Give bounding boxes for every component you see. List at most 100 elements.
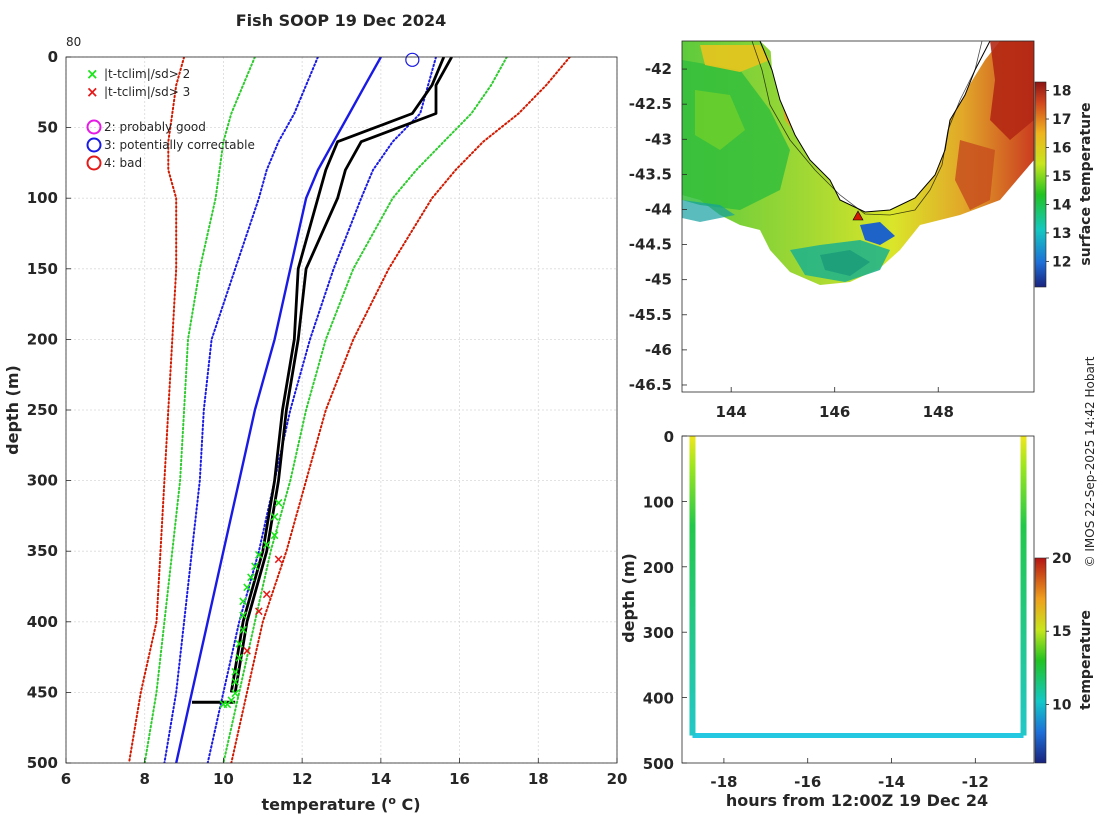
- map-y-tick-label: -44: [645, 200, 672, 218]
- series-line: [230, 57, 571, 763]
- temperature-colorbar: [1034, 557, 1047, 764]
- series-line: [128, 57, 186, 763]
- map-x-tick-label: 148: [923, 403, 954, 421]
- section-y-tick-label: 500: [643, 755, 674, 773]
- section-y-tick-label: 400: [643, 690, 674, 708]
- plot-area: [66, 57, 617, 763]
- section-colorbar-label: temperature: [1078, 610, 1094, 710]
- sd2-marker: ×: [242, 581, 253, 596]
- legend-label: |t-tclim|/sd> 3: [104, 85, 190, 99]
- legend-item-sd2: × |t-tclim|/sd> 2: [86, 65, 190, 83]
- colorbar-label: surface temperature: [1078, 102, 1094, 265]
- coastline: [759, 41, 991, 213]
- y-tick-label: 350: [27, 542, 58, 560]
- legend-item-flag2: 2: probably good: [86, 119, 206, 135]
- y-tick-label: 500: [27, 754, 58, 772]
- series-line: [233, 57, 453, 693]
- section-y-axis-label: depth (m): [619, 553, 638, 643]
- series-line: [229, 57, 446, 693]
- sst-colorbar-tick-label: 13: [1052, 226, 1071, 242]
- section-frame: [681, 435, 1035, 764]
- sst-colorbar-tick-label: 14: [1052, 197, 1072, 213]
- land-mass: [770, 41, 990, 212]
- legend-circle-blue-icon: [86, 137, 102, 153]
- sd2-marker: ×: [238, 623, 249, 638]
- series-line: [222, 57, 508, 763]
- sst-field: [682, 41, 1034, 285]
- profile-chart: Fish SOOP 19 Dec 2024 80 ×××××××××××××××…: [3, 11, 627, 814]
- legend: × |t-tclim|/sd> 2 × |t-tclim|/sd> 3 2: p…: [86, 65, 255, 171]
- section-x-tick-label: -16: [794, 773, 821, 791]
- y-tick-label: 50: [37, 119, 58, 137]
- legend-item-sd3: × |t-tclim|/sd> 3: [86, 83, 190, 101]
- section-y-tick-label: 200: [643, 559, 674, 577]
- section-profile: [689, 436, 696, 736]
- y-axis-label: depth (m): [3, 365, 22, 455]
- x-tick-label: 12: [292, 770, 313, 788]
- sd2-marker: ×: [234, 637, 245, 652]
- legend-item-flag3: 3: potentially correctable: [86, 137, 255, 153]
- corner-label: 80: [66, 35, 81, 49]
- station-marker-icon: [852, 210, 864, 221]
- legend-circle-magenta-icon: [86, 119, 102, 135]
- x-axis-label: temperature (o C): [261, 794, 420, 814]
- x-tick-label: 10: [213, 770, 234, 788]
- sst-colorbar-tick-label: 12: [1052, 254, 1071, 270]
- y-tick-label: 300: [27, 472, 58, 490]
- sst-colorbar-tick-label: 15: [1052, 169, 1071, 185]
- sd3-marker: ×: [253, 605, 264, 620]
- sd2-marker: ×: [269, 528, 280, 543]
- section-y-tick-label: 100: [643, 493, 674, 511]
- map-x-tick-label: 144: [716, 403, 747, 421]
- legend-x-red-icon: ×: [86, 83, 99, 101]
- legend-label: |t-tclim|/sd> 2: [104, 67, 190, 81]
- sd2-marker: ×: [269, 510, 280, 525]
- sd2-marker: ×: [230, 686, 241, 701]
- sd2-marker: ×: [261, 538, 272, 553]
- map-frame: [681, 40, 1035, 393]
- y-tick-label: 200: [27, 330, 58, 348]
- y-tick-label: 450: [27, 683, 58, 701]
- credit-text: © IMOS 22-Sep-2025 14:42 Hobart: [1083, 356, 1097, 567]
- map-y-tick-label: -42: [645, 60, 672, 78]
- map-y-tick-label: -43: [645, 130, 672, 148]
- sst-colorbar-tick-label: 18: [1052, 84, 1071, 100]
- sd2-marker: ×: [222, 698, 233, 713]
- map-y-tick-label: -44.5: [629, 236, 672, 254]
- section-y-tick-label: 300: [643, 624, 674, 642]
- legend-item-flag4: 4: bad: [86, 155, 142, 171]
- y-tick-label: 100: [27, 189, 58, 207]
- sd2-marker: ×: [230, 675, 241, 690]
- section-x-tick-label: -18: [710, 773, 737, 791]
- map-x-tick-label: 146: [819, 403, 850, 421]
- sd2-marker: ×: [249, 559, 260, 574]
- map-y-tick-label: -45: [645, 271, 672, 289]
- legend-x-green-icon: ×: [86, 65, 99, 83]
- sd2-marker: ×: [238, 595, 249, 610]
- sd2-marker: ×: [234, 651, 245, 666]
- temp-colorbar-tick-label: 20: [1052, 551, 1072, 567]
- y-tick-label: 150: [27, 260, 58, 278]
- y-tick-label: 250: [27, 401, 58, 419]
- x-tick-label: 8: [139, 770, 149, 788]
- x-tick-label: 18: [528, 770, 549, 788]
- section-area: [682, 436, 1034, 763]
- temp-colorbar-tick-label: 10: [1052, 697, 1072, 713]
- chart-title: Fish SOOP 19 Dec 2024: [236, 11, 446, 30]
- section-y-tick-label: 0: [664, 428, 674, 446]
- section-x-tick-label: -12: [962, 773, 989, 791]
- legend-label: 3: potentially correctable: [104, 138, 255, 152]
- x-tick-label: 16: [449, 770, 470, 788]
- sd3-marker: ×: [242, 644, 253, 659]
- section-profile: [1020, 436, 1027, 736]
- sd2-marker: ×: [238, 609, 249, 624]
- section-chart: -18 -16 -14 -12 0 100 200 300 400 500 hours from…: [619, 428, 1094, 810]
- sd2-marker: ×: [226, 693, 237, 708]
- sst-colorbar-tick-label: 16: [1052, 140, 1071, 156]
- flag-marker-icon: [405, 52, 420, 67]
- series-line: [143, 57, 256, 763]
- sd2-marker: ×: [230, 665, 241, 680]
- legend-circle-red-icon: [86, 155, 102, 171]
- sd2-marker: ×: [273, 496, 284, 511]
